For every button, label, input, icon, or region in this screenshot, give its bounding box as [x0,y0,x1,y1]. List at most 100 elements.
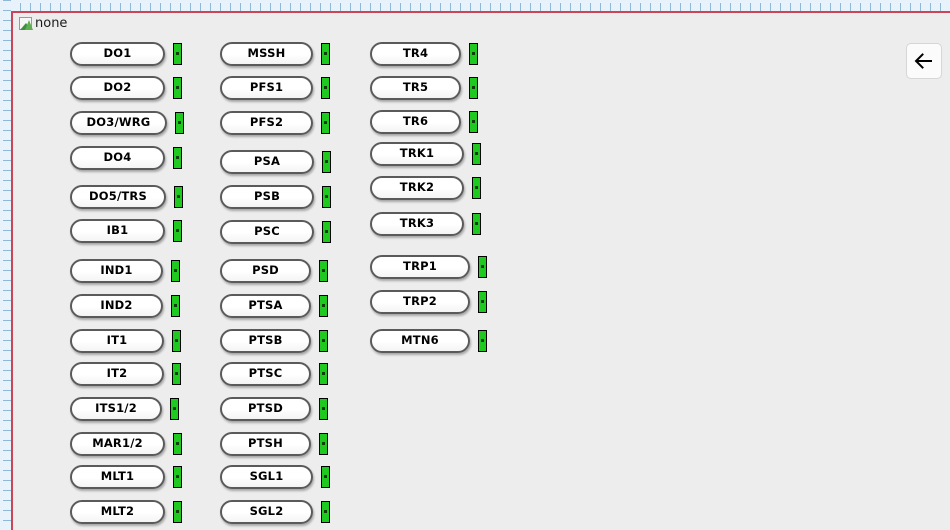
device-button-tr4[interactable]: TR4 [370,42,461,66]
device-button-its1-2[interactable]: ITS1/2 [70,397,162,421]
device-button-it1[interactable]: IT1 [70,329,164,353]
device-button-tr6[interactable]: TR6 [370,110,461,134]
device-button-label: SGL1 [249,469,284,484]
device-button-trp2[interactable]: TRP2 [370,290,470,314]
button-row: PSB [220,185,331,209]
status-indicator-led [321,43,330,65]
device-button-sgl1[interactable]: SGL1 [220,465,313,489]
status-indicator-led [321,501,330,523]
device-button-mlt1[interactable]: MLT1 [70,465,165,489]
device-button-trk2[interactable]: TRK2 [370,176,464,200]
device-button-label: IT2 [106,366,128,381]
canvas: none DO1 DO2 DO3/WRG DO4 DO5/TRS IB1 IND1 IND2 I… [13,13,950,530]
status-indicator-led [478,330,487,352]
status-indicator-led [322,151,331,173]
device-button-label: TRK3 [399,216,435,231]
device-button-ptsb[interactable]: PTSB [220,329,311,353]
device-button-do4[interactable]: DO4 [70,146,165,170]
device-button-label: IND2 [100,298,133,313]
button-row: SGL2 [220,500,330,524]
ruler-left [0,0,11,530]
device-button-psa[interactable]: PSA [220,150,314,174]
device-button-it2[interactable]: IT2 [70,362,164,386]
device-button-label: PTSA [248,298,283,313]
status-indicator-led [171,260,180,282]
button-row: PTSC [220,362,328,386]
device-button-psd[interactable]: PSD [220,259,311,283]
status-indicator-led [321,112,330,134]
button-row: SGL1 [220,465,330,489]
device-button-ptsa[interactable]: PTSA [220,294,311,318]
device-button-label: TRK1 [399,146,435,161]
device-button-do3-wrg[interactable]: DO3/WRG [70,111,167,135]
device-button-pfs1[interactable]: PFS1 [220,76,313,100]
device-button-label: DO2 [103,80,132,95]
status-indicator-led [321,77,330,99]
device-button-ptsd[interactable]: PTSD [220,397,311,421]
device-button-label: ITS1/2 [95,401,137,416]
ruler-left-ticks [3,0,11,530]
device-button-do2[interactable]: DO2 [70,76,165,100]
status-indicator-led [173,501,182,523]
device-button-label: MTN6 [401,333,439,348]
status-indicator-led [175,112,184,134]
device-button-mlt2[interactable]: MLT2 [70,500,165,524]
button-row: MLT1 [70,465,182,489]
device-button-label: PSB [253,189,281,204]
device-button-ptsc[interactable]: PTSC [220,362,311,386]
device-button-ind1[interactable]: IND1 [70,259,163,283]
device-button-psb[interactable]: PSB [220,185,314,209]
button-row: TRP2 [370,290,487,314]
device-button-label: IND1 [100,263,133,278]
status-indicator-led [174,186,183,208]
device-button-trp1[interactable]: TRP1 [370,255,470,279]
device-button-label: DO1 [103,46,132,61]
device-button-trk1[interactable]: TRK1 [370,142,464,166]
button-row: TRK2 [370,176,481,200]
button-row: PSD [220,259,328,283]
device-button-pfs2[interactable]: PFS2 [220,111,313,135]
back-button[interactable] [906,43,942,79]
device-button-ib1[interactable]: IB1 [70,219,165,243]
device-button-mssh[interactable]: MSSH [220,42,313,66]
status-indicator-led [478,256,487,278]
device-button-trk3[interactable]: TRK3 [370,212,464,236]
button-row: DO5/TRS [70,185,183,209]
device-button-label: TR4 [402,46,429,61]
device-button-label: DO4 [103,150,132,165]
status-indicator-led [172,330,181,352]
device-button-tr5[interactable]: TR5 [370,76,461,100]
device-button-sgl2[interactable]: SGL2 [220,500,313,524]
device-button-do5-trs[interactable]: DO5/TRS [70,185,166,209]
status-indicator-led [469,77,478,99]
status-indicator-led [173,147,182,169]
device-button-psc[interactable]: PSC [220,220,314,244]
device-button-label: IT1 [106,333,128,348]
device-button-label: PFS2 [249,115,284,130]
button-row: MLT2 [70,500,182,524]
status-indicator-led [319,260,328,282]
device-button-label: PTSC [248,366,283,381]
button-row: MSSH [220,42,330,66]
device-button-do1[interactable]: DO1 [70,42,165,66]
button-row: PTSA [220,294,328,318]
device-button-label: TR6 [402,114,429,129]
status-indicator-led [319,295,328,317]
status-indicator-led [322,186,331,208]
device-button-ptsh[interactable]: PTSH [220,432,311,456]
device-button-ind2[interactable]: IND2 [70,294,163,318]
device-button-mar1-2[interactable]: MAR1/2 [70,432,165,456]
status-indicator-led [469,111,478,133]
status-indicator-led [171,295,180,317]
button-row: MAR1/2 [70,432,182,456]
status-indicator-led [173,43,182,65]
device-button-label: TRP1 [403,259,437,274]
status-indicator-led [173,77,182,99]
device-button-mtn6[interactable]: MTN6 [370,329,470,353]
button-row: DO4 [70,146,182,170]
button-row: PFS2 [220,111,330,135]
arrow-left-icon [914,53,932,69]
device-button-label: PSD [252,263,279,278]
device-button-label: TRP2 [403,294,437,309]
